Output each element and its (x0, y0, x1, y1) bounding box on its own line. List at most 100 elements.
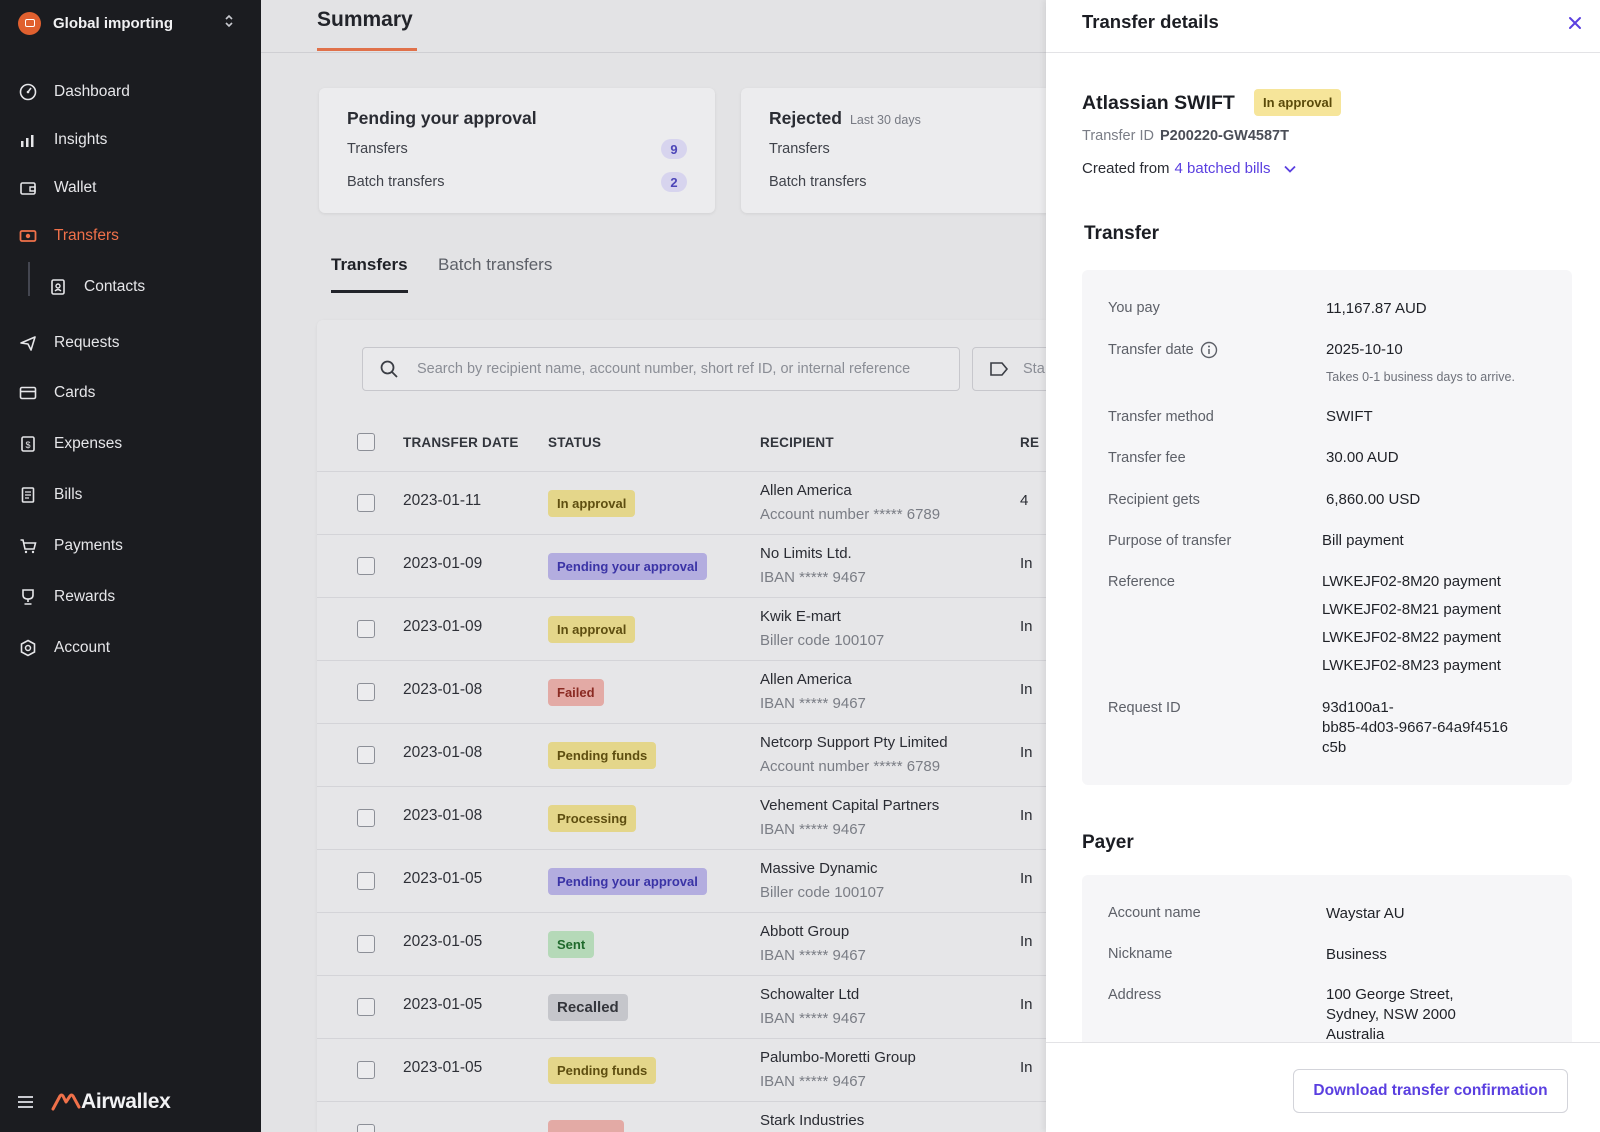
column-header[interactable]: RECIPIENT (760, 435, 834, 450)
card-title-text: Rejected (769, 108, 842, 128)
transfer-date-note: Takes 0-1 business days to arrive. (1326, 370, 1515, 384)
created-from: Created from 4 batched bills (1082, 160, 1297, 177)
you-pay-value: 11,167.87 AUD (1326, 300, 1427, 317)
sidebar-item-wallet[interactable]: Wallet (18, 175, 97, 201)
sidebar-item-label: Contacts (84, 278, 146, 295)
search-input[interactable]: Search by recipient name, account number… (362, 347, 960, 391)
recipient-name: Stark Industries (760, 1112, 865, 1129)
search-icon (379, 359, 401, 379)
main-content: Summary Pending your approval Transfers … (261, 0, 1071, 1132)
chevron-updown-icon (224, 14, 234, 28)
sidebar-item-cards[interactable]: Cards (18, 380, 95, 406)
table-row[interactable]: 2023-01-05 Recalled Schowalter Ltd IBAN ***… (317, 975, 1046, 1038)
table-row[interactable]: 2023-01-05 Sent Abbott Group IBAN ***** 946… (317, 912, 1046, 975)
table-row[interactable]: Stark Industries (317, 1101, 1046, 1132)
recipient-name: Netcorp Support Pty Limited (760, 734, 948, 751)
column-header[interactable]: RE (1020, 435, 1040, 450)
column-header[interactable]: TRANSFER DATE (403, 435, 519, 450)
status-badge: Pending funds (548, 742, 657, 769)
transfer-date: 2023-01-08 (403, 744, 483, 761)
row-checkbox[interactable] (357, 494, 375, 512)
card-title: Pending your approval (347, 108, 537, 128)
sidebar-item-rewards[interactable]: Rewards (18, 584, 115, 610)
menu-icon[interactable] (18, 1096, 33, 1108)
sidebar-item-transfers[interactable]: Transfers (18, 223, 119, 249)
search-placeholder: Search by recipient name, account number… (417, 361, 911, 377)
sidebar-item-expenses[interactable]: $ Expenses (18, 431, 122, 457)
row-checkbox[interactable] (357, 557, 375, 575)
table-row[interactable]: 2023-01-08 Pending funds Netcorp Support P… (317, 723, 1046, 786)
table-row[interactable]: 2023-01-05 Pending funds Palumbo-Moretti G… (317, 1038, 1046, 1101)
sidebar-item-bills[interactable]: Bills (18, 482, 82, 508)
title-underline (317, 48, 417, 51)
status-badge (548, 1120, 624, 1132)
info-icon[interactable] (1200, 341, 1218, 359)
tab-batch-transfers[interactable]: Batch transfers (438, 255, 553, 274)
transfer-details-panel: Transfer details Atlassian SWIFT In appr… (1046, 0, 1600, 1132)
tab-transfers[interactable]: Transfers (331, 255, 408, 274)
status-filter[interactable]: Sta (972, 347, 1046, 391)
sidebar-item-dashboard[interactable]: Dashboard (18, 79, 130, 105)
table-row[interactable]: 2023-01-05 Pending your approval Massive D… (317, 849, 1046, 912)
sidebar-item-label: Cards (54, 384, 96, 401)
table-row[interactable]: 2023-01-09 In approval Kwik E-mart Biller c… (317, 597, 1046, 660)
status-badge: In approval (548, 490, 636, 517)
download-confirmation-button[interactable]: Download transfer confirmation (1293, 1069, 1568, 1113)
status-badge: Recalled (548, 994, 628, 1021)
org-switcher[interactable]: Global importing (18, 10, 238, 36)
panel-title: Transfer details (1082, 11, 1219, 32)
card-row-label[interactable]: Batch transfers (347, 174, 445, 190)
row-checkbox[interactable] (357, 935, 375, 953)
table-row[interactable]: 2023-01-08 Processing Vehement Capital Par… (317, 786, 1046, 849)
recipient-name: Abbott Group (760, 923, 850, 940)
recipient-account: Biller code 100107 (760, 632, 885, 649)
card-row-label[interactable]: Transfers (769, 141, 830, 157)
row-checkbox[interactable] (357, 998, 375, 1016)
row-checkbox[interactable] (357, 1061, 375, 1079)
recipient-name: Massive Dynamic (760, 860, 878, 877)
reference-value: LWKEJF02-8M20 payment (1322, 573, 1501, 590)
row-checkbox[interactable] (357, 683, 375, 701)
sidebar-item-insights[interactable]: Insights (18, 127, 107, 153)
table-row[interactable]: 2023-01-11 In approval Allen America Accoun… (317, 471, 1046, 534)
batched-bills-link[interactable]: 4 batched bills (1174, 160, 1271, 177)
request-id-value: c5b (1322, 739, 1347, 756)
row-checkbox[interactable] (357, 620, 375, 638)
card-row-label[interactable]: Batch transfers (769, 174, 867, 190)
account-name-value: Waystar AU (1326, 905, 1405, 922)
sidebar-item-label: Account (54, 639, 111, 656)
sidebar-item-payments[interactable]: Payments (18, 533, 123, 559)
reference-value: LWKEJF02-8M22 payment (1322, 629, 1501, 646)
transfer-id: Transfer ID P200220-GW4587T (1082, 128, 1289, 144)
status-badge: In approval (548, 616, 636, 643)
field-label: Recipient gets (1108, 492, 1200, 508)
close-icon[interactable] (1566, 14, 1584, 32)
chevron-down-icon[interactable] (1284, 165, 1297, 173)
select-all-checkbox[interactable] (357, 433, 375, 451)
sidebar-item-requests[interactable]: Requests (18, 330, 119, 356)
sidebar-item-label: Wallet (54, 179, 97, 196)
sidebar-item-contacts[interactable]: Contacts (48, 274, 145, 300)
transfer-method-value: SWIFT (1326, 408, 1373, 425)
table-row[interactable]: 2023-01-09 Pending your approval No Limits… (317, 534, 1046, 597)
card-row-label[interactable]: Transfers (347, 141, 408, 157)
sidebar-item-account[interactable]: Account (18, 635, 110, 661)
row-checkbox[interactable] (357, 746, 375, 764)
airwallex-logo-icon (51, 1093, 81, 1111)
rejected-card[interactable]: Rejected Last 30 days Transfers Batch tra… (741, 88, 1071, 213)
payer-section-title: Payer (1082, 832, 1134, 853)
recipient-name: Allen America (760, 482, 852, 499)
recipient-account: IBAN ***** 9467 (760, 695, 866, 712)
field-label: Nickname (1108, 946, 1173, 962)
row-checkbox[interactable] (357, 872, 375, 890)
pending-approval-card[interactable]: Pending your approval Transfers 9 Batch … (319, 88, 715, 213)
table-row[interactable]: 2023-01-08 Failed Allen America IBAN ***** … (317, 660, 1046, 723)
row-checkbox[interactable] (357, 1124, 375, 1132)
org-logo-icon (18, 11, 41, 35)
row-checkbox[interactable] (357, 809, 375, 827)
reference-cell: In (1020, 744, 1033, 761)
recipient-gets-value: 6,860.00 USD (1326, 491, 1421, 508)
reference-cell: In (1020, 681, 1033, 698)
column-header[interactable]: STATUS (548, 435, 602, 450)
request-id-value: bb85-4d03-9667-64a9f4516 (1322, 719, 1508, 736)
